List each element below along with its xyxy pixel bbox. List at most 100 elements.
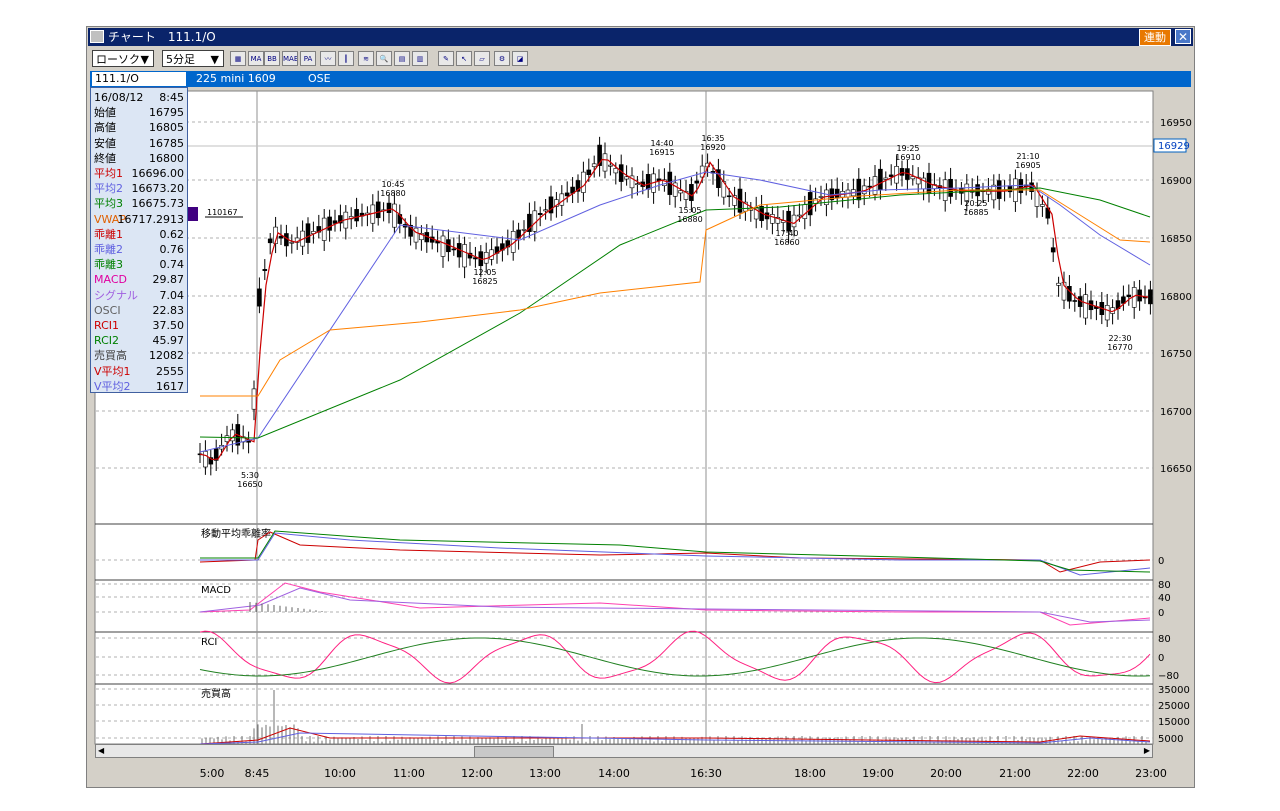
data-value: 8:45 [159,91,184,104]
scroll-thumb[interactable] [474,746,554,758]
data-row: 始値 16795 [94,105,184,120]
candle-body [586,169,592,175]
subchart-tick-label: 40 [1158,593,1171,604]
candle-body [419,233,424,241]
candle-body [267,238,273,244]
zoom-icon[interactable]: 🔍 [376,51,392,66]
candle-body [802,204,808,219]
candle-body [564,192,570,197]
scroll-left-icon[interactable]: ◀ [98,746,105,755]
candle-body [635,183,640,186]
candle-body [1018,179,1024,193]
data-label: V平均1 [94,364,131,378]
time-tick-label: 22:00 [1067,767,1099,780]
data-label: 高値 [94,121,116,135]
mae-icon[interactable]: MAE [282,51,298,66]
info-bar: 111.1/O 225 mini 1609 OSE [90,71,1191,87]
candle-body [527,213,532,232]
fib-icon[interactable]: ≋ [358,51,374,66]
subchart-tick-label: −80 [1158,671,1179,682]
candle-body [883,177,889,180]
clear-icon[interactable]: ◪ [512,51,528,66]
candle-body [791,214,797,228]
candle-body [386,202,392,213]
subchart-title: MACD [201,585,231,596]
deviation3-line [200,530,1151,573]
candle-body [699,165,705,178]
link-button[interactable]: 連動 [1139,29,1171,46]
annotation-time: 20:25 [964,199,987,208]
chart-icon[interactable]: ▦ [230,51,246,66]
candle-body [818,196,824,198]
candle-body [203,451,208,468]
candle-body [462,244,467,268]
annotation-price: 16885 [963,208,988,217]
pa-icon[interactable]: PA [300,51,316,66]
toolbar: ローソク ▼ 5分足 ▼ ▦ MA BB MAE PA 〰 ┃ ≋ 🔍 ▤ ▥ ✎ ↖ ▱ ⚙ ◪ [88,48,1193,70]
interval-dropdown[interactable]: 5分足 ▼ [162,50,224,67]
candle-body [915,176,921,185]
candle-body [856,178,862,201]
chevron-down-icon: ▼ [140,53,149,66]
candle-body [1050,247,1056,253]
data-label: 平均3 [94,197,123,211]
candle-body [645,174,651,190]
ma-icon[interactable]: MA [248,51,264,66]
table-icon[interactable]: ▤ [394,51,410,66]
annotation-time: 14:40 [650,139,673,148]
data-row: MACD 29.87 [94,272,184,287]
bb-icon[interactable]: BB [264,51,280,66]
time-tick-label: 20:00 [930,767,962,780]
candle-body [775,216,781,224]
scroll-right-icon[interactable]: ▶ [1143,746,1150,755]
bars-icon[interactable]: ▥ [412,51,428,66]
close-icon[interactable]: ✕ [1175,29,1191,44]
candle-body [224,435,230,442]
time-tick-label: 5:00 [199,767,225,780]
cursor-icon[interactable]: ↖ [456,51,472,66]
candle-body [392,203,397,228]
subchart-tick-label: 0 [1158,556,1164,567]
data-row: V平均1 2555 [94,364,184,379]
candle-body [678,190,683,194]
subchart-tick-label: 0 [1158,608,1164,619]
line-icon[interactable]: 〰 [320,51,336,66]
data-label: 平均2 [94,182,123,196]
eraser-icon[interactable]: ▱ [474,51,490,66]
data-row: RCI1 37.50 [94,318,184,333]
annotation-price: 16905 [1015,161,1040,170]
annotation-price: 16915 [649,148,674,157]
exchange-label: OSE [308,72,331,85]
data-label: 売買高 [94,349,127,363]
time-tick-label: 13:00 [529,767,561,780]
price-tick-label: 16700 [1160,407,1192,418]
subchart-title: 売買高 [201,687,231,700]
data-row: OSCI 22.83 [94,303,184,318]
data-label: MACD [94,273,127,287]
candle-icon[interactable]: ┃ [338,51,354,66]
data-value: 16785 [149,136,184,150]
symbol-field[interactable]: 111.1/O [92,72,186,86]
annotation-time: 22:30 [1108,334,1131,343]
deviation1-line [199,531,1151,573]
candle-body [332,220,338,224]
pen-icon[interactable]: ✎ [438,51,454,66]
ma2-line [199,171,1151,453]
chart-type-dropdown[interactable]: ローソク ▼ [92,50,154,67]
data-label: VWAP [94,212,126,226]
candle-body [289,241,295,244]
candle-body [683,190,689,200]
data-value: 16805 [149,121,184,135]
data-value: 16675.73 [131,197,185,211]
title-bar[interactable]: チャート 111.1/O 連動 ✕ [88,28,1193,46]
subchart-title: RCI [201,637,217,648]
data-row: 16/08/12 8:45 [94,90,184,105]
data-value: 16800 [149,151,184,165]
horizontal-scrollbar[interactable]: ◀ ▶ [95,744,1153,758]
candle-body [338,215,343,224]
data-label: シグナル [94,288,138,302]
settings-icon[interactable]: ⚙ [494,51,510,66]
candle-body [413,227,419,243]
data-label: 平均1 [94,167,123,180]
